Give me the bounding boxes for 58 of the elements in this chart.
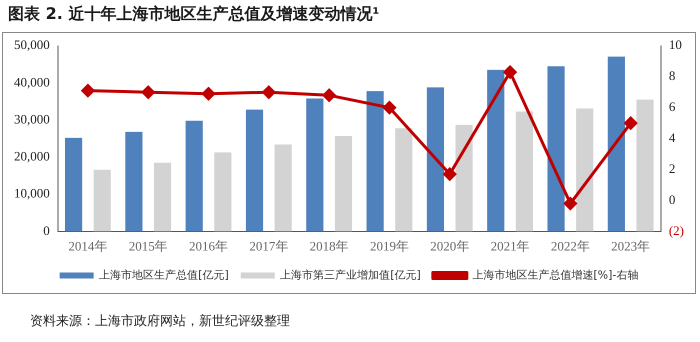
y2-tick-label: 8 <box>668 68 676 84</box>
y-tick-label: 40,000 <box>14 74 50 90</box>
bar <box>547 66 565 232</box>
y2-tick-label: 2 <box>668 160 676 176</box>
y2-tick-label: 6 <box>668 99 676 114</box>
text: 资料来源：上海市政府网站，新世纪评级整理 <box>30 313 290 330</box>
y2-tick-label: (2) <box>668 222 684 238</box>
bar <box>487 70 504 232</box>
bar <box>608 56 625 232</box>
legend-label: 上海市地区生产总值增速[%]-右轴 <box>472 268 638 282</box>
point <box>81 84 94 98</box>
point <box>443 168 456 181</box>
bar <box>94 170 111 232</box>
x-tick-label: 2014年 <box>68 238 108 254</box>
bar <box>576 108 594 232</box>
bar <box>426 87 444 232</box>
y-tick-label: 50,000 <box>14 37 50 52</box>
bar <box>214 152 232 232</box>
x-tick-label: 2020年 <box>430 238 470 254</box>
y-tick-label: 30,000 <box>14 111 50 126</box>
bar <box>455 124 473 232</box>
x-tick-label: 2023年 <box>611 238 650 254</box>
bar <box>306 98 324 232</box>
x-tick-label: 2019年 <box>370 238 409 254</box>
y-tick-label: 0 <box>43 222 50 238</box>
point <box>624 116 638 130</box>
legend-label: 上海市地区生产总值[亿元] <box>99 268 229 282</box>
y-tick-label: 20,000 <box>14 148 50 164</box>
bar <box>186 120 203 232</box>
bar <box>154 162 172 232</box>
y2-tick-label: 10 <box>668 37 682 52</box>
y2-tick-label: 0 <box>668 192 676 207</box>
bar <box>246 110 264 232</box>
bar <box>334 136 352 232</box>
y-tick-label: 10,000 <box>14 186 50 201</box>
bar <box>366 91 384 232</box>
bar <box>395 128 412 232</box>
bar <box>125 132 142 232</box>
point <box>262 86 276 99</box>
bar <box>516 112 533 232</box>
point <box>142 86 155 99</box>
x-tick-label: 2022年 <box>550 238 590 254</box>
bar <box>64 138 82 232</box>
x-tick-label: 2016年 <box>189 238 228 254</box>
bar <box>636 100 654 232</box>
bar <box>274 144 292 232</box>
x-tick-label: 2018年 <box>310 238 349 254</box>
point <box>564 197 577 210</box>
x-tick-label: 2017年 <box>249 238 288 254</box>
legend-label: 上海市第三产业增加值[亿元] <box>280 268 421 282</box>
y2-tick-label: 4 <box>668 130 676 146</box>
x-tick-label: 2021年 <box>490 238 530 254</box>
x-tick-label: 2015年 <box>128 238 168 254</box>
point <box>382 101 396 114</box>
point <box>322 88 336 102</box>
chart-title: 图表 2. 近十年上海市地区生产总值及增速变动情况¹ <box>8 4 380 25</box>
point <box>202 87 216 100</box>
point <box>504 66 517 79</box>
